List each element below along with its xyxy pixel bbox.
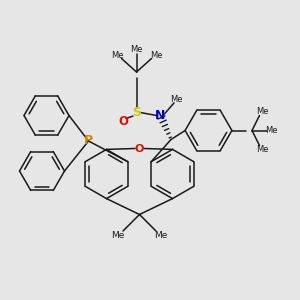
- Text: Me: Me: [130, 45, 143, 54]
- Text: P: P: [84, 134, 93, 148]
- Text: O: O: [118, 115, 128, 128]
- Text: Me: Me: [111, 231, 124, 240]
- Text: Me: Me: [265, 126, 278, 135]
- Text: Me: Me: [154, 231, 168, 240]
- Text: Me: Me: [256, 145, 269, 154]
- Text: Me: Me: [111, 51, 123, 60]
- Text: N: N: [155, 109, 166, 122]
- Text: Me: Me: [170, 95, 182, 104]
- Text: Me: Me: [256, 107, 269, 116]
- Text: O: O: [135, 143, 144, 154]
- Text: Me: Me: [150, 51, 162, 60]
- Text: S: S: [132, 106, 141, 119]
